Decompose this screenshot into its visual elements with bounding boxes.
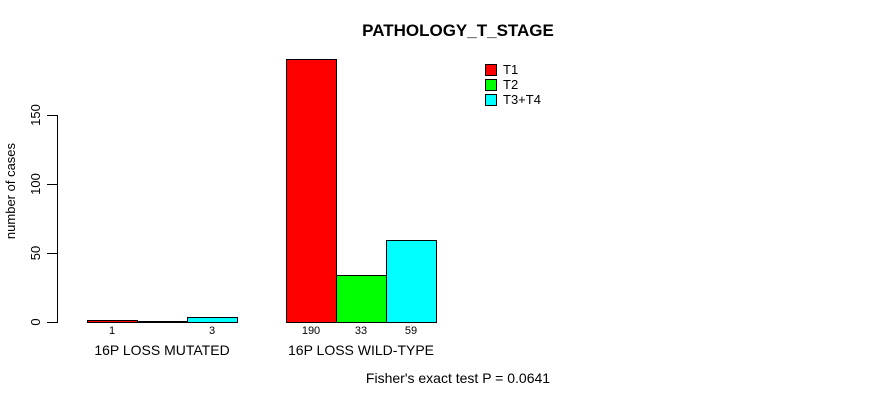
bar-value-label: 33 xyxy=(354,325,368,337)
legend-entry-t1: T1 xyxy=(485,62,541,77)
legend-swatch-t2 xyxy=(485,78,497,91)
legend-label-t1: T1 xyxy=(503,62,519,77)
legend-label-t2: T2 xyxy=(503,77,519,92)
legend-entry-t2: T2 xyxy=(485,77,541,92)
y-tick-label: 0 xyxy=(28,318,43,326)
fisher-test-footnote: Fisher's exact test P = 0.0641 xyxy=(365,370,551,386)
y-axis-tick xyxy=(47,115,57,116)
bar-value-label: 1 xyxy=(108,325,116,337)
legend-entry-t3t4: T3+T4 xyxy=(485,92,541,107)
bar-value-label: 3 xyxy=(208,325,216,337)
y-axis-tick xyxy=(47,253,57,254)
bar-t3t4 xyxy=(386,240,437,323)
bar-t1 xyxy=(87,320,138,323)
y-tick-label: 50 xyxy=(28,245,43,261)
legend: T1 T2 T3+T4 xyxy=(485,62,541,107)
x-group-label: 16P LOSS MUTATED xyxy=(94,342,230,358)
bar-value-label: 190 xyxy=(301,325,321,337)
legend-label-t3t4: T3+T4 xyxy=(503,92,541,107)
y-axis-tick xyxy=(47,322,57,323)
y-axis-line xyxy=(57,115,58,323)
x-group-label: 16P LOSS WILD-TYPE xyxy=(287,342,435,358)
legend-swatch-t1 xyxy=(485,63,497,76)
y-axis-title: number of cases xyxy=(3,142,18,240)
y-axis-tick xyxy=(47,184,57,185)
bar-t3t4 xyxy=(187,317,238,323)
bar-t1 xyxy=(286,59,337,323)
bar-t2 xyxy=(137,321,188,323)
bar-value-label: 59 xyxy=(404,325,418,337)
chart-title: PATHOLOGY_T_STAGE xyxy=(362,21,554,40)
y-tick-label: 100 xyxy=(28,173,43,195)
y-tick-label: 150 xyxy=(28,104,43,126)
legend-swatch-t3t4 xyxy=(485,93,497,106)
bar-t2 xyxy=(336,275,387,323)
